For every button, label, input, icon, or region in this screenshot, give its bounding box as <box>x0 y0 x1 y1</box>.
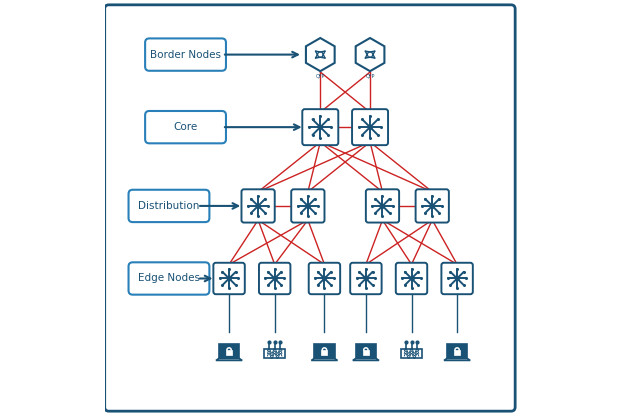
Bar <box>321 350 328 355</box>
FancyBboxPatch shape <box>309 263 340 294</box>
Bar <box>265 349 285 359</box>
Polygon shape <box>444 359 470 360</box>
FancyBboxPatch shape <box>213 263 245 294</box>
Polygon shape <box>216 359 242 360</box>
FancyBboxPatch shape <box>241 189 275 223</box>
Polygon shape <box>306 38 334 71</box>
Bar <box>363 350 369 355</box>
FancyBboxPatch shape <box>291 189 324 223</box>
Text: Distribution: Distribution <box>139 201 200 211</box>
FancyBboxPatch shape <box>145 38 226 71</box>
FancyBboxPatch shape <box>416 189 449 223</box>
Text: Border Nodes: Border Nodes <box>150 50 221 59</box>
Polygon shape <box>356 344 376 359</box>
Text: QFP: QFP <box>366 74 375 79</box>
Text: QFP: QFP <box>316 74 325 79</box>
Polygon shape <box>356 38 384 71</box>
FancyBboxPatch shape <box>352 109 388 145</box>
FancyBboxPatch shape <box>259 263 290 294</box>
Polygon shape <box>311 359 338 360</box>
FancyBboxPatch shape <box>105 5 515 411</box>
Text: Core: Core <box>173 122 198 132</box>
Polygon shape <box>353 359 379 360</box>
Bar <box>226 350 232 355</box>
Polygon shape <box>314 344 334 359</box>
Polygon shape <box>219 344 240 359</box>
Bar <box>454 350 460 355</box>
FancyBboxPatch shape <box>366 189 399 223</box>
FancyBboxPatch shape <box>129 190 210 222</box>
Bar <box>401 349 422 359</box>
FancyBboxPatch shape <box>350 263 382 294</box>
FancyBboxPatch shape <box>441 263 473 294</box>
Text: Edge Nodes: Edge Nodes <box>138 273 200 283</box>
FancyBboxPatch shape <box>302 109 338 145</box>
Polygon shape <box>447 344 467 359</box>
FancyBboxPatch shape <box>145 111 226 144</box>
FancyBboxPatch shape <box>129 262 210 295</box>
FancyBboxPatch shape <box>396 263 427 294</box>
